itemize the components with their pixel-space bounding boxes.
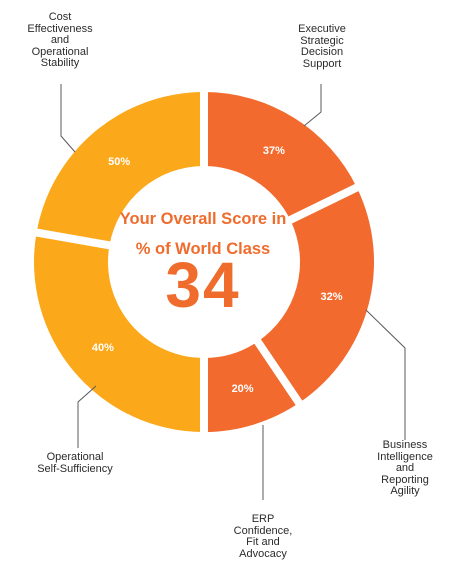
slice-separator-1 — [286, 183, 361, 225]
center-title: Your Overall Score in % of World Class — [119, 210, 287, 258]
callout-business-intelligence-reporting-agility: Business Intelligence and Reporting Agil… — [377, 439, 433, 497]
callout-executive-strategic-decision-support: Executive Strategic Decision Support — [298, 23, 346, 70]
callout-cost-effectiveness-operational-stability: Cost Effectiveness and Operational Stabi… — [27, 11, 93, 69]
callout-erp-confidence-fit-advocacy: ERP Confidence, Fit and Advocacy — [233, 513, 293, 560]
slice-1 — [257, 187, 375, 403]
leader-line-4 — [60, 84, 76, 153]
leader-line-3 — [77, 385, 97, 448]
slice-separator-4 — [33, 228, 113, 250]
leader-line-0 — [303, 84, 322, 127]
slice-value-label-1: 32% — [320, 291, 342, 303]
slice-0 — [204, 92, 357, 220]
leader-line-1 — [365, 309, 406, 440]
slice-3 — [33, 232, 204, 432]
slice-value-label-3: 40% — [92, 342, 114, 354]
slice-4 — [36, 92, 204, 246]
slice-separator-2 — [253, 337, 304, 407]
slice-value-label-2: 20% — [232, 383, 254, 395]
slice-2 — [204, 341, 300, 432]
slice-value-label-0: 37% — [263, 145, 285, 157]
callout-operational-self-sufficiency: Operational Self-Sufficiency — [37, 451, 113, 475]
slice-value-label-4: 50% — [108, 156, 130, 168]
overall-score: 34 — [165, 249, 241, 321]
